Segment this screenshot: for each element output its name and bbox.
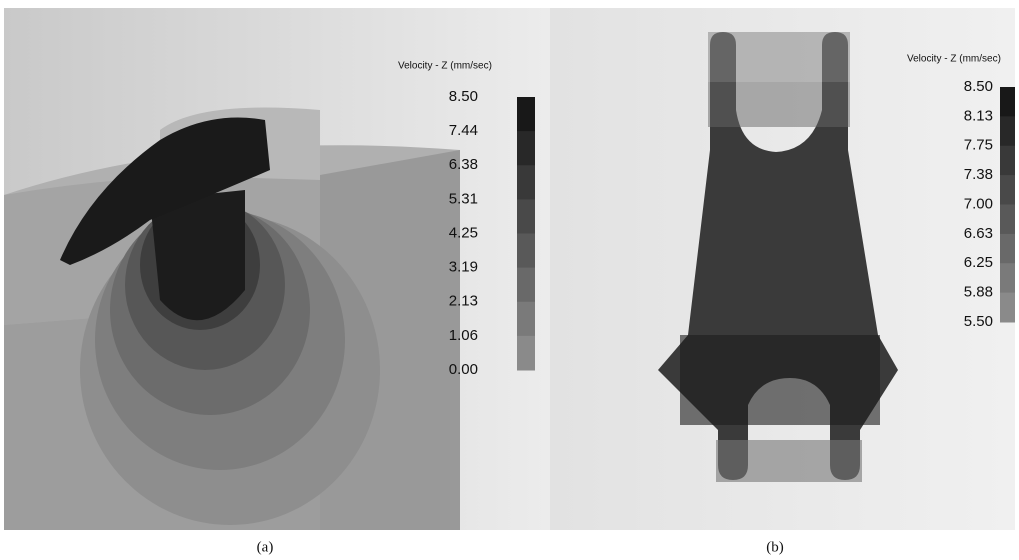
figure: Velocity - Z (mm/sec) 8.50 7.44 6.38 5.31 4.2… [0,0,1019,560]
legend-label: 4.25 [449,224,478,241]
legend-label: 5.50 [964,313,993,330]
legend-swatch [517,165,535,200]
legend-label: 7.75 [964,137,993,154]
legend-swatch [1000,175,1015,205]
legend-swatch [517,199,535,234]
legend-swatch [517,268,535,303]
legend-label: 5.88 [964,284,993,301]
legend-label: 8.50 [964,78,993,95]
contour [716,440,862,482]
legend-swatch [1000,263,1015,293]
legend-label: 1.06 [449,327,478,344]
legend-swatch [517,234,535,269]
legend-label: 3.19 [449,259,478,276]
legend-label: 7.44 [449,122,478,139]
legend-label: 7.38 [964,166,993,183]
legend-title: Velocity - Z (mm/sec) [907,54,1001,65]
legend-label: 2.13 [449,293,478,310]
caption: (a) [257,539,274,555]
legend-title: Velocity - Z (mm/sec) [398,61,492,72]
legend-swatch [517,336,535,371]
legend-label: 5.31 [449,190,478,207]
legend-label: 8.50 [449,88,478,105]
caption: (b) [766,539,784,555]
contour [708,82,850,127]
legend-swatch [1000,146,1015,176]
legend-swatch [1000,87,1015,117]
legend-label: 6.25 [964,254,993,271]
contour [680,335,880,425]
legend-label: 6.38 [449,156,478,173]
legend-swatch [1000,293,1015,323]
legend-swatch [1000,116,1015,146]
contour [708,32,850,82]
legend-label: 6.63 [964,225,993,242]
panel-b [550,8,1015,530]
legend-swatch [517,302,535,337]
legend-swatch [1000,234,1015,264]
legend-swatch [517,131,535,166]
legend-label: 8.13 [964,107,993,124]
legend-swatch [517,97,535,132]
legend-label: 0.00 [449,361,478,378]
legend-swatch [1000,205,1015,235]
legend-label: 7.00 [964,195,993,212]
